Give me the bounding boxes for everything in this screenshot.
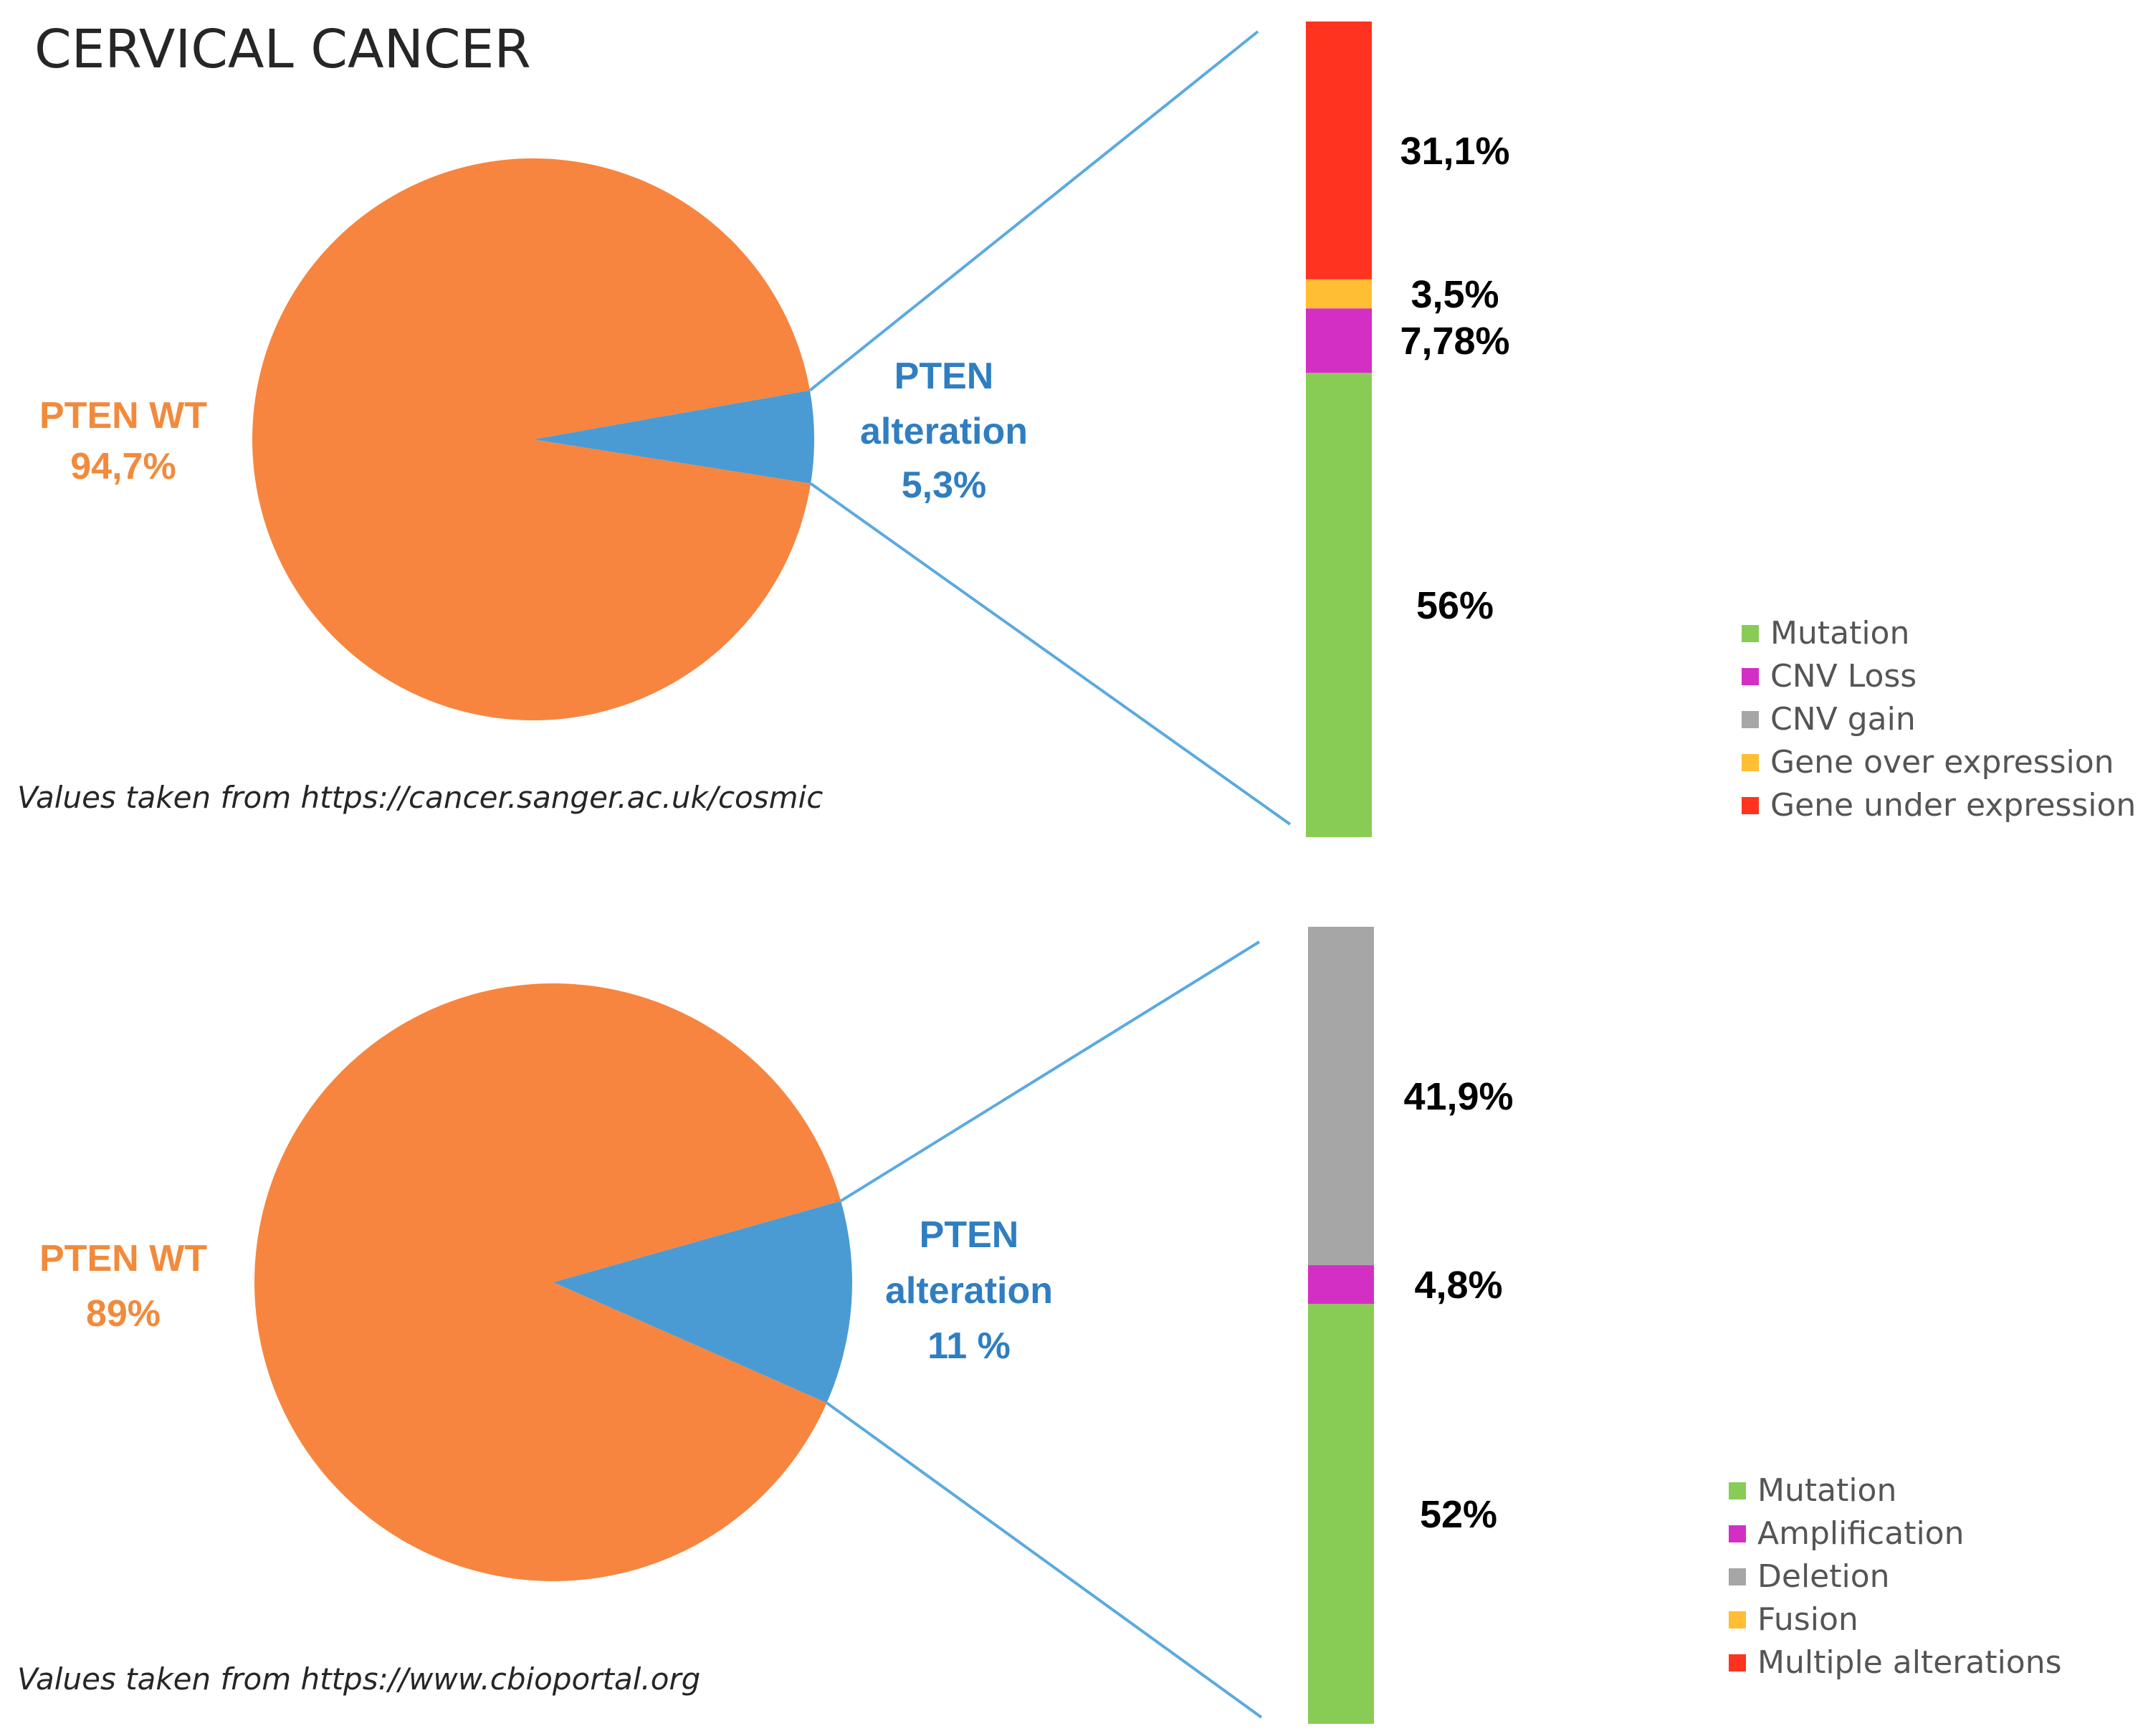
- source-note: Values taken from https://www.cbioportal…: [17, 1661, 700, 1697]
- bar-segment-gene-under-expression: [1306, 22, 1372, 280]
- alteration-value: 5,3%: [902, 464, 987, 506]
- breakdown-bar: 52% 4,8% 41,9%: [1308, 927, 1514, 1724]
- legend-swatch-cnv-gain: [1742, 711, 1759, 728]
- wt-label: PTEN WT: [39, 1238, 207, 1279]
- legend-swatch-amplification: [1729, 1525, 1746, 1542]
- bar-segment-gene-over-expression: [1306, 279, 1372, 309]
- figure-title: CERVICAL CANCER: [34, 19, 531, 80]
- wt-value: 94,7%: [70, 446, 176, 487]
- connector-line-top: [840, 940, 1261, 1203]
- connector-line-bottom: [826, 1401, 1263, 1719]
- bar-label-amplification: 4,8%: [1414, 1264, 1502, 1307]
- legend-swatch-gene-over-expression: [1742, 754, 1759, 771]
- pie-slice-wt: [254, 983, 841, 1582]
- alteration-label-1: PTEN: [894, 356, 994, 397]
- bar-segment-amplification: [1308, 1265, 1374, 1305]
- alteration-label-1: PTEN: [920, 1214, 1019, 1256]
- alteration-value: 11 %: [927, 1325, 1011, 1367]
- legend: Mutation Amplification Deletion Fusion M…: [1729, 1472, 2062, 1681]
- legend-swatch-gene-under-expression: [1742, 797, 1759, 814]
- bar-label-mutation: 56%: [1416, 584, 1494, 627]
- bar-label-mutation: 52%: [1420, 1493, 1497, 1536]
- legend-label-amplification: Amplification: [1757, 1515, 1965, 1552]
- breakdown-bar: 56% 7,78%3,5% 31,1%: [1306, 22, 1510, 837]
- legend-label-deletion: Deletion: [1757, 1558, 1890, 1595]
- bar-label-cnv-loss: 7,78%: [1400, 320, 1509, 363]
- connector-line-top: [808, 30, 1259, 392]
- legend-label-cnv-loss: CNV Loss: [1770, 658, 1917, 695]
- wt-label: PTEN WT: [39, 395, 207, 437]
- connector-line-bottom: [809, 482, 1292, 826]
- legend-label-mutation: Mutation: [1770, 615, 1909, 652]
- bar-segment-mutation: [1306, 373, 1372, 837]
- legend-label-fusion: Fusion: [1757, 1601, 1858, 1638]
- panel-cosmic: PTEN WT 94,7% PTEN alteration 5,3% 56% 7,…: [17, 22, 2136, 837]
- bar-segment-cnv-loss: [1306, 308, 1372, 373]
- bar-segment-deletion: [1308, 927, 1374, 1266]
- pie-slice-alteration: [533, 390, 814, 484]
- pie-slice-alteration: [553, 1201, 853, 1403]
- legend-swatch-multiple-alterations: [1729, 1654, 1746, 1671]
- legend-label-cnv-gain: CNV gain: [1770, 701, 1916, 738]
- legend-swatch-fusion: [1729, 1611, 1746, 1628]
- legend-label-mutation: Mutation: [1757, 1472, 1896, 1509]
- bar-label-gene-over-expression: 3,5%: [1411, 273, 1499, 316]
- alteration-label-2: alteration: [885, 1270, 1053, 1312]
- pie-slice-wt: [252, 158, 811, 720]
- legend-label-gene-under-expression: Gene under expression: [1770, 787, 2136, 824]
- legend-label-multiple-alterations: Multiple alterations: [1757, 1644, 2062, 1681]
- alteration-label-2: alteration: [860, 411, 1028, 452]
- legend-swatch-deletion: [1729, 1568, 1746, 1585]
- legend-swatch-cnv-loss: [1742, 668, 1759, 685]
- bar-segment-mutation: [1308, 1304, 1374, 1724]
- legend-label-gene-over-expression: Gene over expression: [1770, 744, 2114, 781]
- wt-value: 89%: [86, 1293, 161, 1335]
- legend: Mutation CNV Loss CNV gain Gene over exp…: [1742, 615, 2136, 824]
- legend-swatch-mutation: [1742, 625, 1759, 642]
- panel-cbioportal: PTEN WT 89% PTEN alteration 11 % 52% 4,8%…: [17, 927, 2062, 1724]
- source-note: Values taken from https://cancer.sanger.…: [17, 780, 823, 815]
- legend-swatch-mutation: [1729, 1482, 1746, 1499]
- bar-label-deletion: 41,9%: [1403, 1075, 1513, 1118]
- bar-label-gene-under-expression: 31,1%: [1400, 130, 1509, 173]
